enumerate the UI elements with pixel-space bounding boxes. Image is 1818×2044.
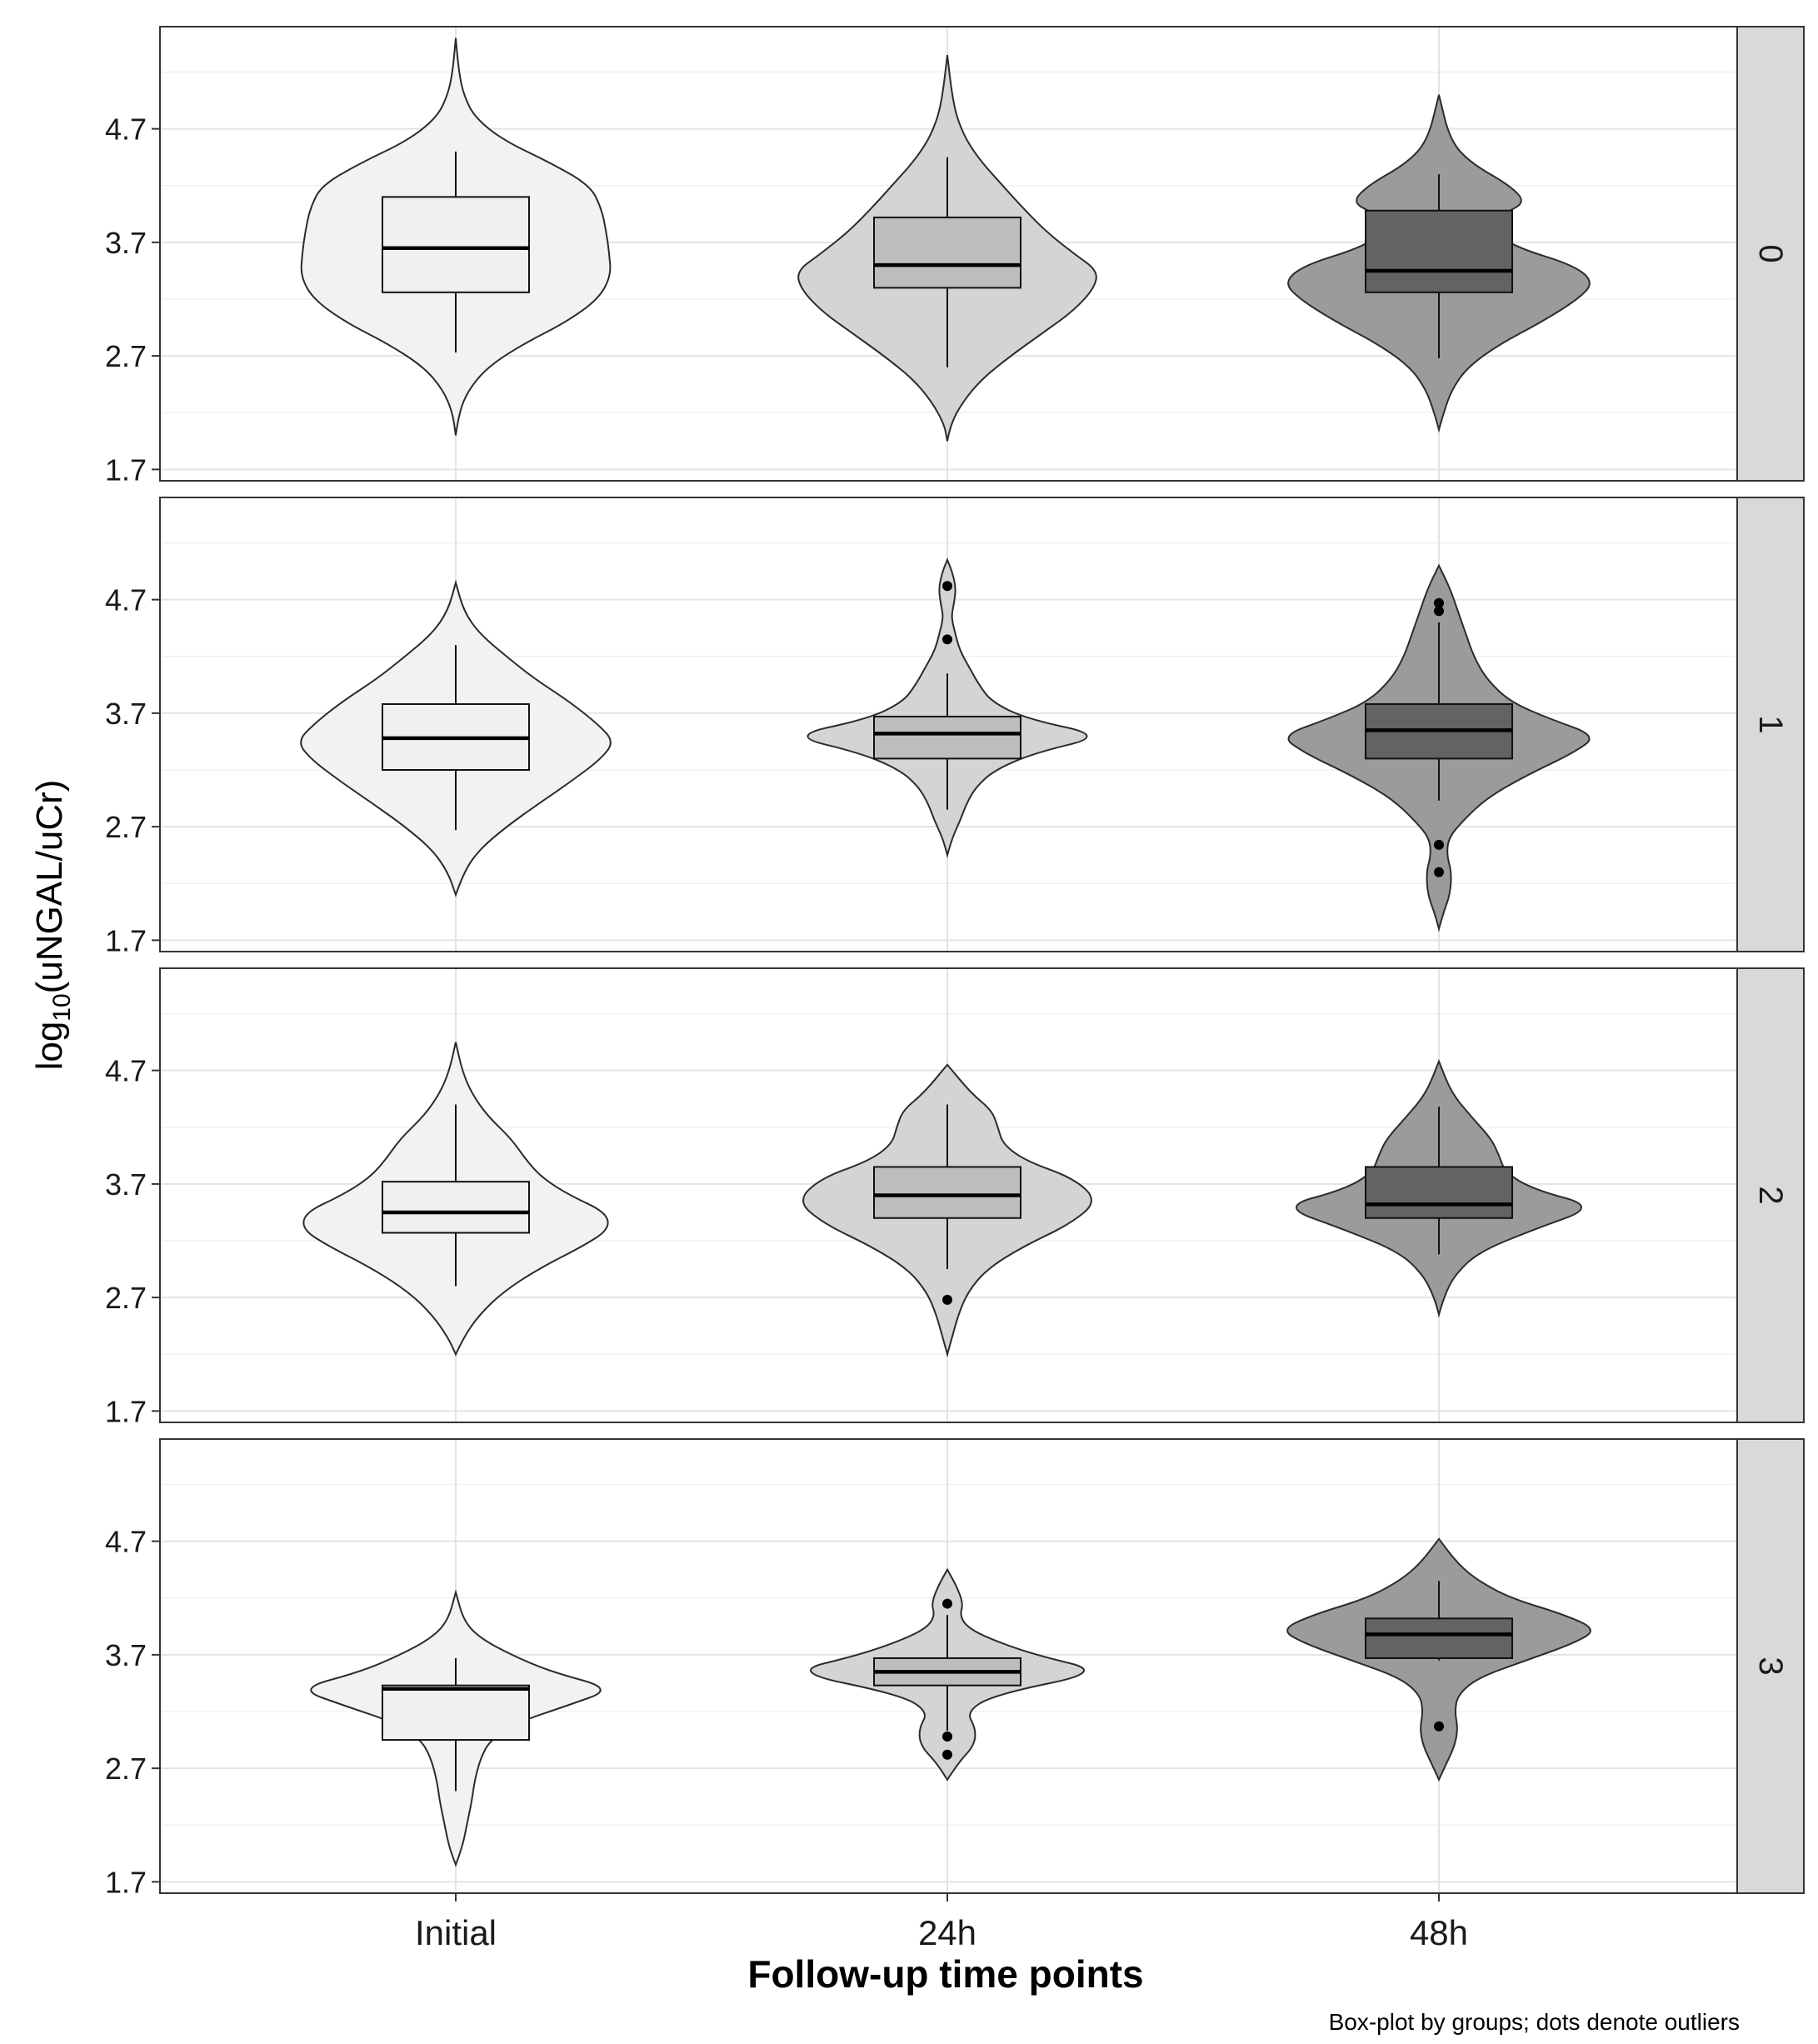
facet-strip <box>1736 497 1805 952</box>
group-48h <box>1286 1537 1591 1782</box>
y-tick-label: 4.7 <box>105 1525 147 1559</box>
group-48h <box>1287 563 1591 932</box>
x-tick-label: 24h <box>918 1913 976 1952</box>
outlier-point <box>942 1731 952 1742</box>
iqr-box <box>873 715 1021 760</box>
iqr-box <box>873 216 1021 289</box>
outlier-point <box>942 1598 952 1609</box>
y-tick-label: 4.7 <box>105 1054 147 1088</box>
y-tick-label: 3.7 <box>105 697 147 731</box>
iqr-box <box>873 1166 1021 1219</box>
facet-panel-2: 4.7 3.7 2.7 1.7 2 <box>105 967 1805 1428</box>
facet-strip <box>1736 26 1805 482</box>
x-tick-label: 48h <box>1410 1913 1468 1952</box>
group-initial <box>310 1589 602 1867</box>
iqr-box <box>1365 209 1513 293</box>
iqr-box <box>382 196 530 293</box>
x-axis-tick-labels: Initial 24h 48h <box>415 1893 1468 1952</box>
y-axis-title-subscript: 10 <box>48 993 76 1021</box>
facet-strip <box>1736 967 1805 1423</box>
y-tick-label: 3.7 <box>105 1167 147 1202</box>
facet-panel-3: 4.7 3.7 2.7 1.7 3 <box>105 1438 1805 1899</box>
facet-strip-label: 0 <box>1752 244 1789 262</box>
y-axis-title-rest: (uNGAL/uCr) <box>29 780 70 994</box>
outlier-point <box>942 634 952 645</box>
y-tick-label: 3.7 <box>105 1638 147 1672</box>
group-24h <box>807 557 1088 858</box>
facet-strip-label: 1 <box>1752 715 1789 733</box>
outlier-point <box>1434 597 1444 608</box>
outlier-point <box>1434 867 1444 877</box>
facet-strip-label: 3 <box>1752 1657 1789 1675</box>
y-tick-label: 2.7 <box>105 339 147 373</box>
panels-layer: 4.73.72.71.704.73.72.71.714.73.72.71.724… <box>105 26 1805 1899</box>
facet-panel-0: 4.7 3.7 2.7 1.7 0 <box>105 26 1805 487</box>
outlier-point <box>1434 1721 1444 1732</box>
group-24h <box>802 1063 1092 1358</box>
y-axis-title: log10(uNGAL/uCr) <box>29 780 76 1071</box>
y-tick-label: 2.7 <box>105 810 147 844</box>
y-tick-label: 1.7 <box>105 1865 147 1899</box>
chart-caption: Box-plot by groups; dots denote outliers <box>1329 2009 1740 2035</box>
x-axis-title: Follow-up time points <box>747 1952 1143 1996</box>
iqr-box <box>1365 1166 1513 1219</box>
iqr-box <box>382 1181 530 1234</box>
iqr-box <box>382 1684 530 1742</box>
outlier-point <box>1434 606 1444 617</box>
y-tick-label: 4.7 <box>105 583 147 617</box>
y-tick-label: 1.7 <box>105 1394 147 1428</box>
group-initial <box>302 1042 609 1357</box>
group-24h <box>810 1567 1085 1782</box>
y-tick-label: 1.7 <box>105 923 147 957</box>
y-tick-label: 3.7 <box>105 226 147 260</box>
x-tick-label: Initial <box>415 1913 497 1952</box>
group-initial <box>300 37 612 436</box>
y-tick-label: 1.7 <box>105 452 147 487</box>
group-48h <box>1296 1058 1582 1318</box>
iqr-box <box>1365 1617 1513 1659</box>
group-initial <box>300 579 612 897</box>
facet-strip-label: 2 <box>1752 1186 1789 1204</box>
outlier-point <box>942 581 952 592</box>
facet-strip <box>1736 1438 1805 1894</box>
y-axis-title-base: log <box>29 1022 70 1071</box>
y-tick-label: 4.7 <box>105 112 147 147</box>
y-tick-label: 2.7 <box>105 1752 147 1786</box>
outlier-point <box>942 1749 952 1760</box>
outlier-point <box>942 1294 952 1305</box>
facet-panel-1: 4.7 3.7 2.7 1.7 1 <box>105 497 1805 957</box>
y-tick-label: 2.7 <box>105 1281 147 1315</box>
outlier-point <box>1434 839 1444 850</box>
group-48h <box>1287 94 1591 433</box>
group-24h <box>797 54 1097 442</box>
